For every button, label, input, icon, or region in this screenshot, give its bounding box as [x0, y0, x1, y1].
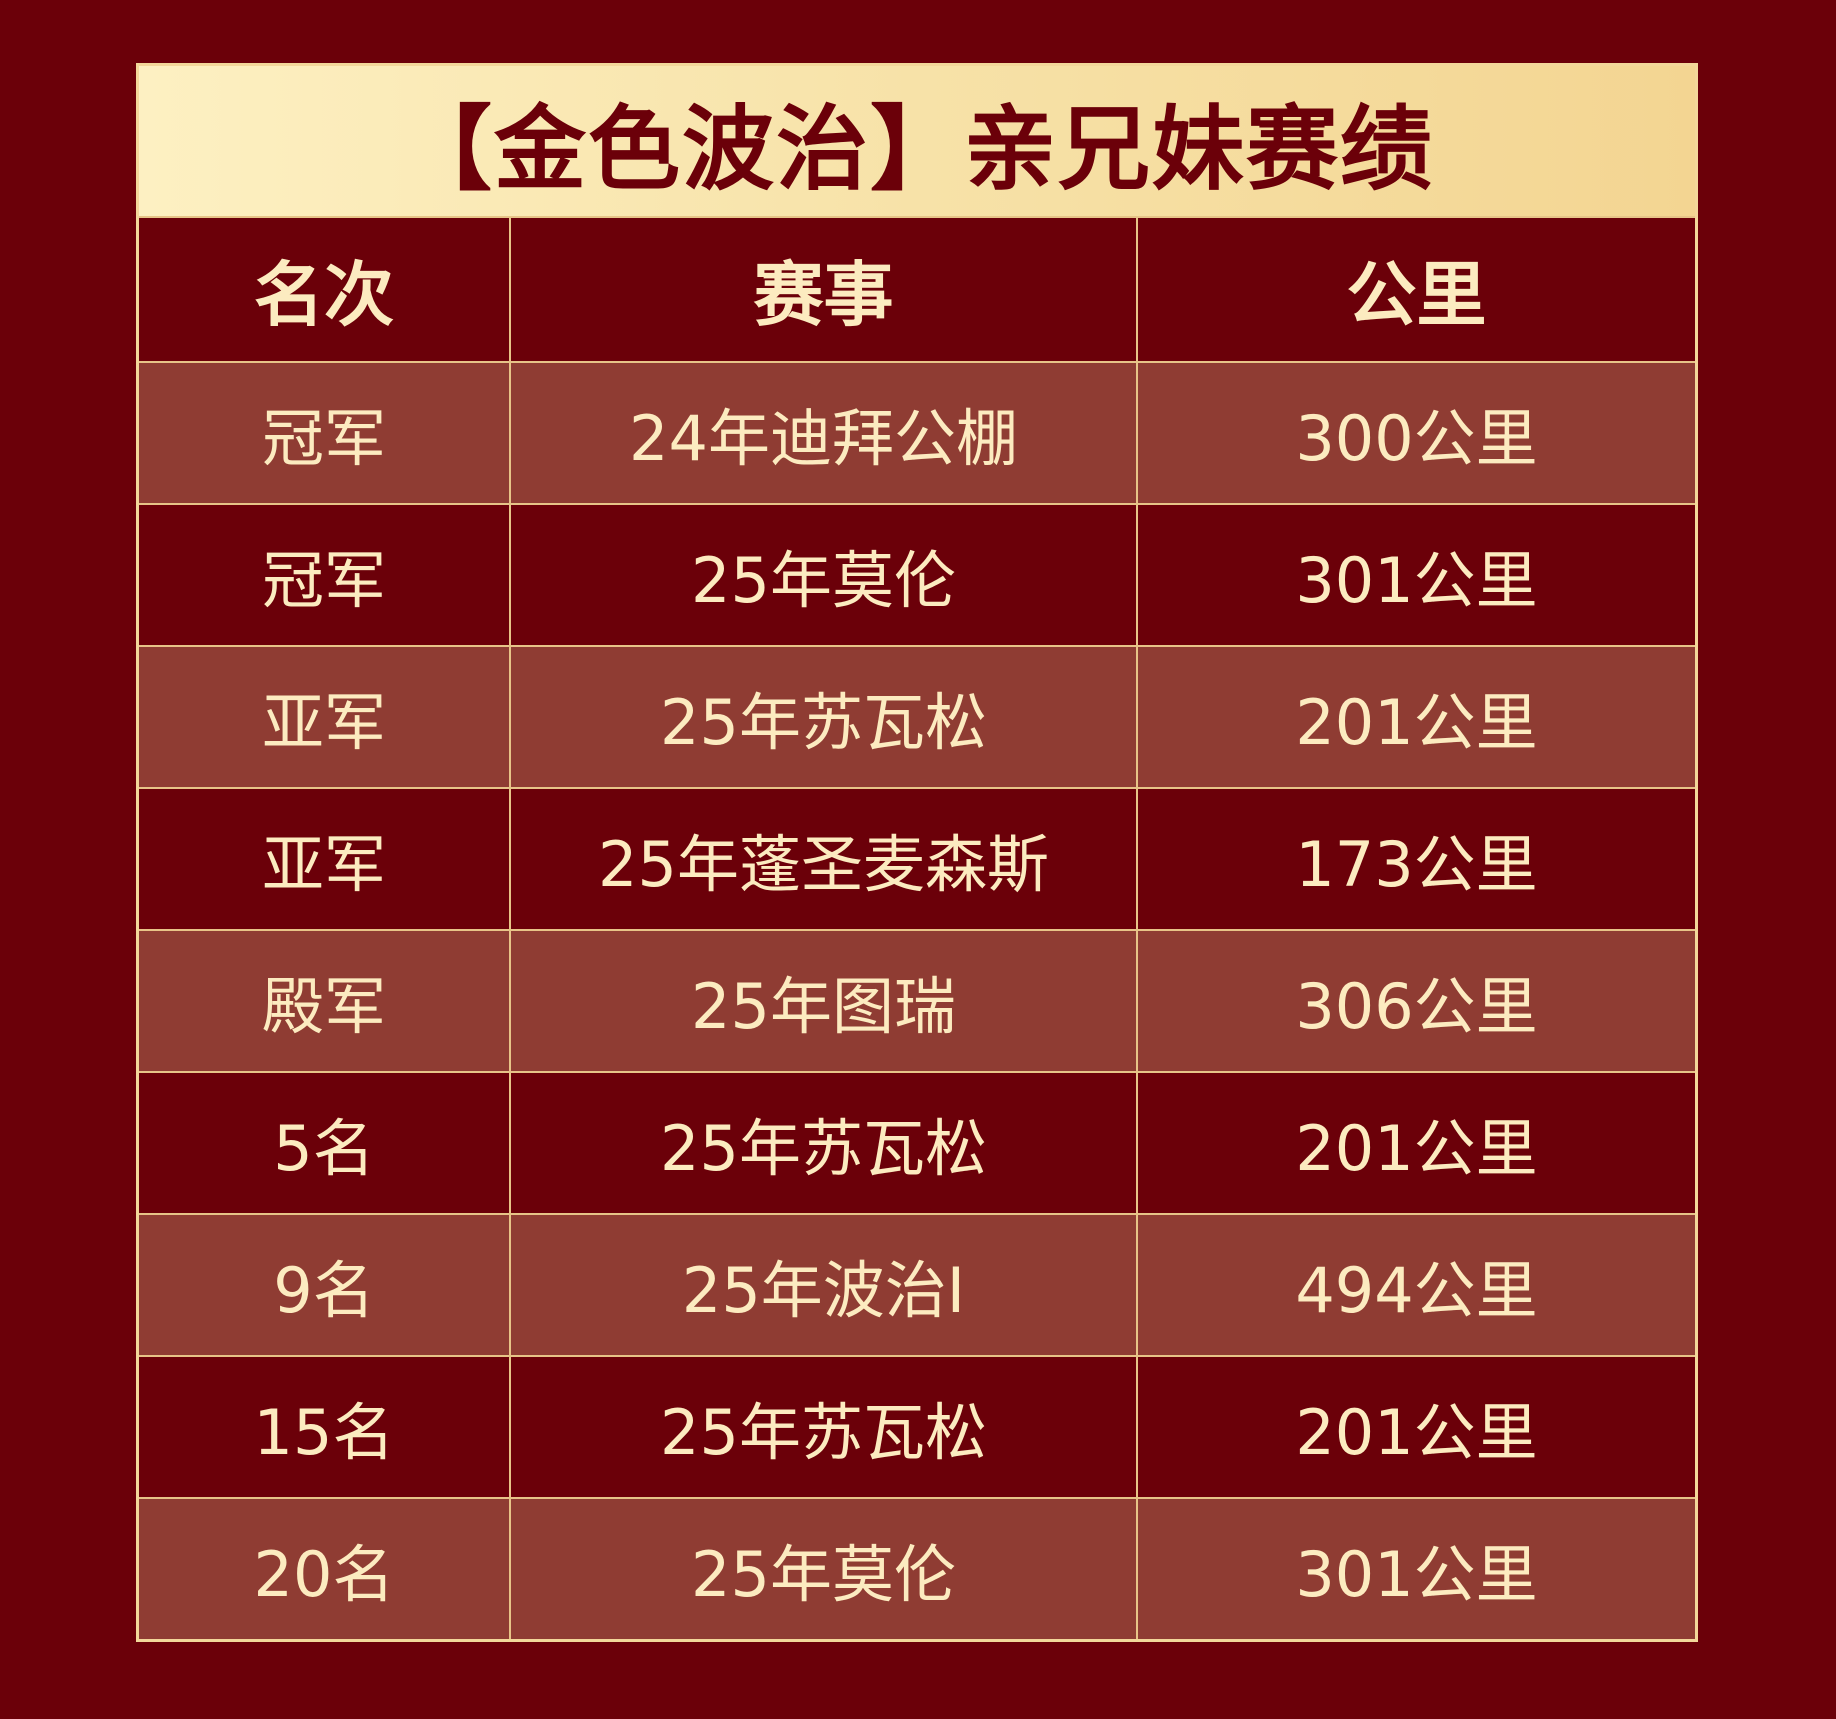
- cell-distance: 201公里: [1136, 647, 1695, 787]
- cell-race: 25年苏瓦松: [509, 647, 1136, 787]
- table-row: 冠军 25年莫伦 301公里: [139, 503, 1695, 645]
- cell-rank: 冠军: [261, 402, 386, 475]
- cell-race: 25年莫伦: [509, 505, 1136, 645]
- header-race: 赛事: [509, 218, 1136, 361]
- table-row: 9名 25年波治Ⅰ 494公里: [139, 1213, 1695, 1355]
- cell-distance: 494公里: [1136, 1215, 1695, 1355]
- header-rank: 名次: [254, 254, 394, 336]
- cell-race: 24年迪拜公棚: [509, 363, 1136, 503]
- table-row: 亚军 25年苏瓦松 201公里: [139, 645, 1695, 787]
- cell-rank: 20名: [253, 1538, 395, 1611]
- cell-race: 25年图瑞: [509, 931, 1136, 1071]
- cell-race: 25年波治Ⅰ: [509, 1215, 1136, 1355]
- table-row: 冠军 24年迪拜公棚 300公里: [139, 361, 1695, 503]
- cell-rank: 15名: [253, 1396, 395, 1469]
- cell-distance: 301公里: [1136, 1499, 1695, 1639]
- cell-rank: 5名: [273, 1112, 375, 1185]
- table-row: 亚军 25年蓬圣麦森斯 173公里: [139, 787, 1695, 929]
- table-row: 20名 25年莫伦 301公里: [139, 1497, 1695, 1639]
- table-row: 15名 25年苏瓦松 201公里: [139, 1355, 1695, 1497]
- cell-rank: 冠军: [261, 544, 386, 617]
- cell-race: 25年苏瓦松: [509, 1357, 1136, 1497]
- cell-distance: 300公里: [1136, 363, 1695, 503]
- results-table: 【金色波治】亲兄妹赛绩 名次 赛事 公里 冠军 24年迪拜公棚 300公里 冠军 25年…: [136, 63, 1698, 1642]
- header-row: 名次 赛事 公里: [139, 216, 1695, 361]
- cell-distance: 201公里: [1136, 1073, 1695, 1213]
- cell-distance: 201公里: [1136, 1357, 1695, 1497]
- cell-distance: 301公里: [1136, 505, 1695, 645]
- cell-distance: 306公里: [1136, 931, 1695, 1071]
- cell-race: 25年莫伦: [509, 1499, 1136, 1639]
- table-row: 5名 25年苏瓦松 201公里: [139, 1071, 1695, 1213]
- table-title: 【金色波治】亲兄妹赛绩: [139, 66, 1695, 216]
- table-row: 殿军 25年图瑞 306公里: [139, 929, 1695, 1071]
- cell-rank: 9名: [273, 1254, 375, 1327]
- cell-rank: 殿军: [261, 970, 386, 1043]
- header-distance: 公里: [1136, 218, 1695, 361]
- cell-distance: 173公里: [1136, 789, 1695, 929]
- cell-rank: 亚军: [261, 686, 386, 759]
- cell-rank: 亚军: [261, 828, 386, 901]
- cell-race: 25年蓬圣麦森斯: [509, 789, 1136, 929]
- cell-race: 25年苏瓦松: [509, 1073, 1136, 1213]
